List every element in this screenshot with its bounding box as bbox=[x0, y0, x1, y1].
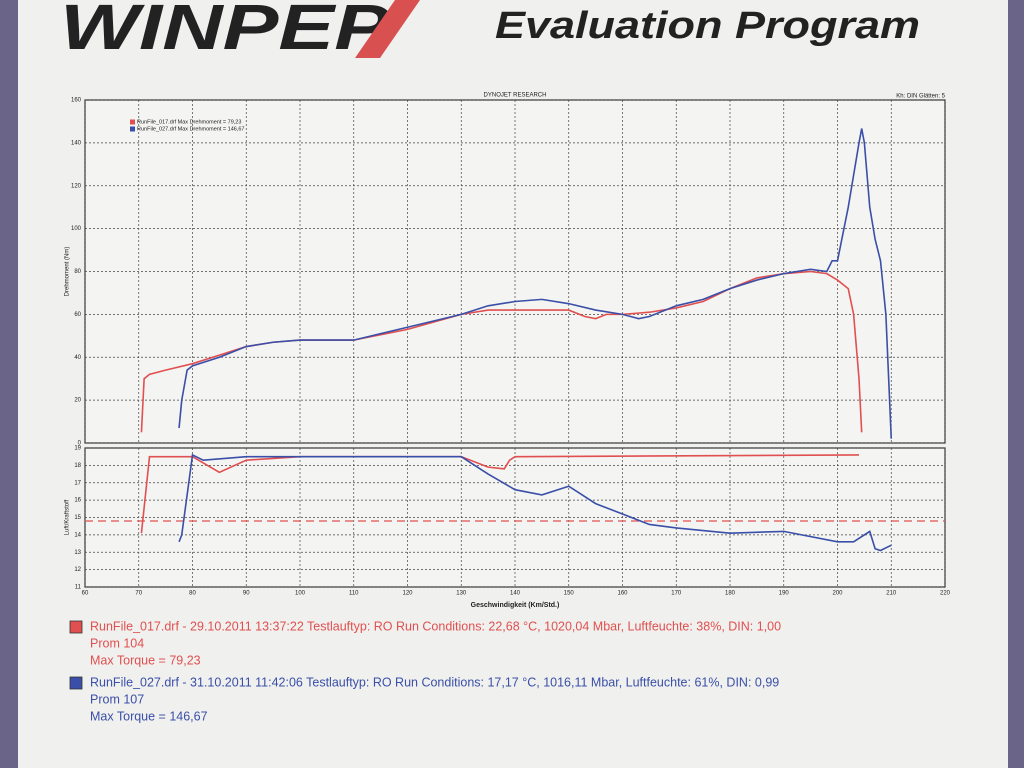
run-swatch bbox=[69, 676, 83, 690]
run-info: Max Torque = 146,67 bbox=[90, 709, 208, 723]
x-tick-label: 90 bbox=[243, 591, 250, 597]
y-tick-label: 18 bbox=[74, 463, 81, 469]
legend-swatch bbox=[130, 119, 135, 125]
y-axis-label: Drehmoment (Nm) bbox=[65, 247, 71, 297]
y-tick-label: 160 bbox=[71, 98, 82, 104]
y-tick-label: 19 bbox=[74, 446, 81, 452]
x-tick-label: 140 bbox=[510, 591, 521, 597]
run-info: Prom 104 bbox=[90, 636, 144, 650]
x-tick-label: 110 bbox=[349, 591, 359, 597]
y-tick-label: 40 bbox=[74, 355, 81, 361]
x-tick-label: 210 bbox=[886, 591, 897, 597]
run-info: Max Torque = 79,23 bbox=[90, 653, 201, 667]
y-tick-label: 80 bbox=[74, 269, 81, 275]
y-tick-label: 16 bbox=[74, 498, 81, 504]
annotation: Kh: DIN Glätten: 5 bbox=[896, 94, 945, 100]
x-tick-label: 150 bbox=[564, 591, 575, 597]
run-swatch bbox=[69, 620, 83, 634]
legend-swatch bbox=[130, 126, 135, 132]
y-tick-label: 0 bbox=[78, 441, 82, 447]
x-tick-label: 190 bbox=[779, 591, 790, 597]
y-tick-label: 17 bbox=[74, 480, 81, 486]
x-tick-label: 80 bbox=[189, 591, 196, 597]
y-tick-label: 11 bbox=[75, 585, 82, 591]
run-info: Prom 107 bbox=[90, 692, 144, 706]
legend-label: RunFile_027.drf Max Drehmoment = 146,67 bbox=[137, 126, 244, 132]
x-tick-label: 120 bbox=[402, 591, 413, 597]
x-tick-label: 130 bbox=[456, 591, 467, 597]
y-tick-label: 60 bbox=[74, 312, 81, 318]
x-axis-label: Geschwindigkeit (Km/Std.) bbox=[471, 602, 560, 609]
x-tick-label: 100 bbox=[295, 591, 306, 597]
x-tick-label: 160 bbox=[617, 591, 628, 597]
x-tick-label: 70 bbox=[135, 591, 142, 597]
run-info: RunFile_027.drf - 31.10.2011 11:42:06 Te… bbox=[90, 675, 779, 689]
data-line bbox=[178, 128, 893, 439]
data-line bbox=[178, 453, 892, 552]
logo: WINPEP bbox=[60, 0, 390, 63]
data-line bbox=[140, 270, 863, 433]
chart-title: DYNOJET RESEARCH bbox=[484, 93, 547, 99]
y-tick-label: 20 bbox=[74, 398, 81, 404]
x-tick-label: 180 bbox=[725, 591, 736, 597]
y-tick-label: 13 bbox=[74, 550, 81, 556]
subtitle: Evaluation Program bbox=[495, 5, 920, 47]
y-tick-label: 100 bbox=[71, 226, 82, 232]
y-tick-label: 12 bbox=[74, 567, 81, 573]
y-axis-label: Luft/Kraftstoff bbox=[65, 499, 71, 535]
legend-label: RunFile_017.drf Max Drehmoment = 79,23 bbox=[137, 119, 241, 125]
x-tick-label: 170 bbox=[671, 591, 682, 597]
y-tick-label: 120 bbox=[71, 183, 82, 189]
x-tick-label: 220 bbox=[940, 591, 951, 597]
x-tick-label: 200 bbox=[832, 591, 843, 597]
run-info: RunFile_017.drf - 29.10.2011 13:37:22 Te… bbox=[90, 619, 781, 633]
y-tick-label: 14 bbox=[74, 532, 81, 538]
x-tick-label: 60 bbox=[82, 591, 89, 597]
logo-slash bbox=[355, 0, 420, 58]
y-tick-label: 15 bbox=[74, 515, 81, 521]
y-tick-label: 140 bbox=[71, 140, 82, 146]
